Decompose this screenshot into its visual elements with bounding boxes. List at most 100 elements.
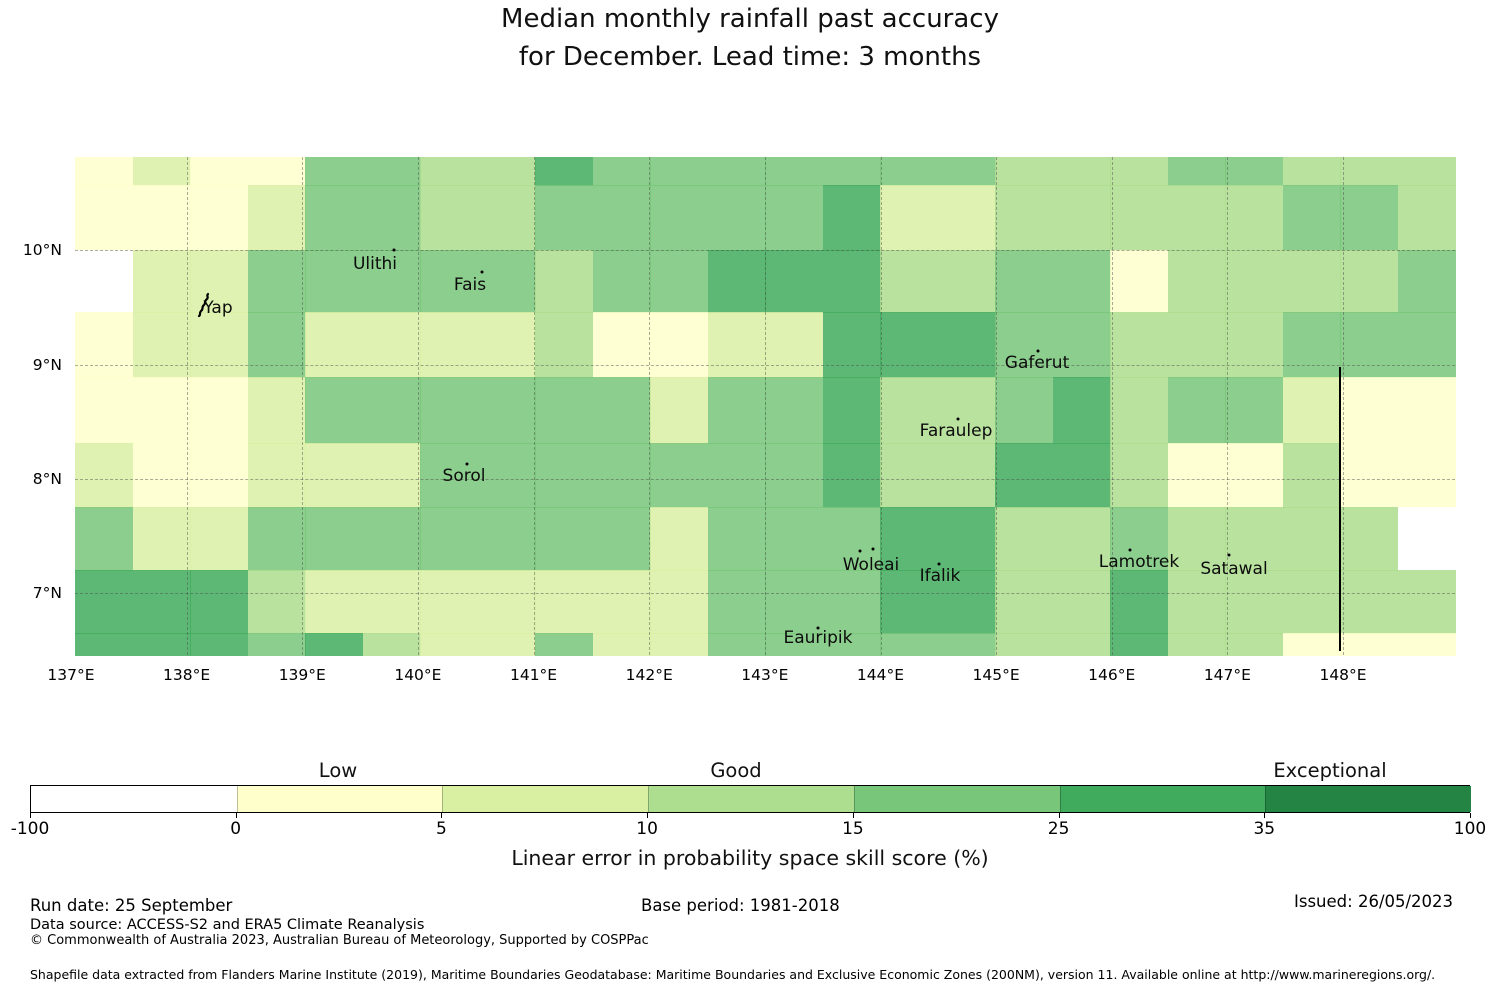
map-cell: [1340, 377, 1399, 444]
map-cell: [75, 507, 134, 571]
colorbar-tick: [1470, 813, 1471, 818]
map-cell: [880, 443, 939, 508]
map-cell: [305, 377, 364, 444]
map-cell: [247, 377, 306, 444]
map-cell: [937, 312, 996, 378]
colorbar-tick: [852, 813, 854, 818]
map-cell: [305, 250, 364, 313]
x-tick-label: 139°E: [278, 666, 326, 684]
colorbar-segment: [1265, 786, 1471, 812]
map-cell: [937, 250, 996, 313]
map-cell: [1110, 312, 1169, 378]
chart-title-line1: Median monthly rainfall past accuracy: [501, 4, 999, 34]
map-cell: [995, 507, 1054, 571]
map-cell: [362, 250, 421, 313]
map-cell: [1225, 312, 1284, 378]
map-cell: [707, 443, 766, 508]
map-cell: [937, 157, 996, 186]
island-marker-dot: [392, 248, 396, 252]
map-cell: [1167, 312, 1226, 378]
map-cell: [190, 570, 249, 634]
island-marker-dot: [465, 462, 469, 466]
map-cell: [995, 185, 1054, 251]
map-cell: [132, 443, 191, 508]
place-label-faraulep: Faraulep: [919, 421, 993, 441]
map-cell: [1340, 185, 1399, 251]
map-cell: [1282, 570, 1341, 634]
map-cell: [477, 157, 536, 186]
map-cell: [1052, 312, 1111, 378]
map-cell: [362, 312, 421, 378]
x-tick-label: 142°E: [625, 666, 673, 684]
map-cell: [1052, 443, 1111, 508]
x-tick-label: 141°E: [509, 666, 558, 684]
map-cell: [1225, 185, 1284, 251]
map-cell: [650, 570, 709, 634]
map-cell: [362, 633, 421, 656]
meridian-gridline: [996, 157, 998, 655]
y-tick-label: 10°N: [22, 241, 62, 259]
map-cell: [420, 250, 479, 313]
map-cell: [880, 157, 939, 186]
map-cell: [305, 185, 364, 251]
map-cell: [765, 633, 824, 656]
meridian-gridline: [1111, 157, 1113, 655]
place-label-fais: Fais: [453, 275, 487, 295]
map-cell: [822, 250, 881, 313]
colorbar-tick-label: 5: [435, 819, 447, 839]
map-cell: [247, 250, 306, 313]
heatmap-plot-area: [75, 157, 1456, 656]
place-label-ulithi: Ulithi: [352, 254, 398, 274]
map-cell: [995, 377, 1054, 444]
map-cell: [75, 157, 134, 186]
map-cell: [132, 157, 191, 186]
map-cell: [1397, 157, 1456, 186]
colorbar-tick-label: -100: [10, 819, 50, 839]
x-tick-label: 145°E: [972, 666, 1020, 684]
colorbar-tick: [647, 813, 649, 818]
map-cell: [132, 185, 191, 251]
map-cell: [535, 570, 594, 634]
map-cell: [1282, 443, 1341, 508]
map-cell: [1167, 633, 1226, 656]
map-cell: [1282, 185, 1341, 251]
colorbar-tick: [30, 813, 31, 818]
map-cell: [937, 377, 996, 444]
map-cell: [707, 157, 766, 186]
map-cell: [190, 633, 249, 656]
map-cell: [1397, 377, 1456, 444]
map-cell: [1052, 377, 1111, 444]
y-tick-label: 8°N: [32, 470, 62, 488]
colorbar-tick-label: 15: [842, 819, 864, 839]
map-cell: [420, 157, 479, 186]
map-cell: [937, 185, 996, 251]
colorbar-category-label-exceptional: Exceptional: [1273, 759, 1387, 782]
map-cell: [1397, 443, 1456, 508]
place-label-eauripik: Eauripik: [783, 628, 853, 648]
map-cell: [247, 312, 306, 378]
copyright-text: © Commonwealth of Australia 2023, Austra…: [30, 933, 649, 948]
map-cell: [995, 250, 1054, 313]
x-tick-label: 146°E: [1088, 666, 1136, 684]
island-marker-dot: [858, 549, 862, 553]
map-cell: [995, 157, 1054, 186]
map-cell: [1340, 443, 1399, 508]
colorbar-caption: Linear error in probability space skill …: [511, 846, 989, 870]
map-cell: [305, 443, 364, 508]
map-cell: [1282, 312, 1341, 378]
map-cell: [765, 312, 824, 378]
map-cell: [880, 377, 939, 444]
map-cell: [477, 250, 536, 313]
map-cell: [650, 250, 709, 313]
map-cell: [765, 157, 824, 186]
map-cell: [1052, 250, 1111, 313]
meridian-gridline: [764, 157, 766, 655]
map-cell: [1167, 250, 1226, 313]
colorbar: [30, 785, 1471, 813]
map-cell: [1052, 633, 1111, 656]
place-label-lamotrek: Lamotrek: [1098, 552, 1180, 572]
map-cell: [592, 443, 651, 508]
map-cell: [937, 570, 996, 634]
map-cell: [305, 633, 364, 656]
